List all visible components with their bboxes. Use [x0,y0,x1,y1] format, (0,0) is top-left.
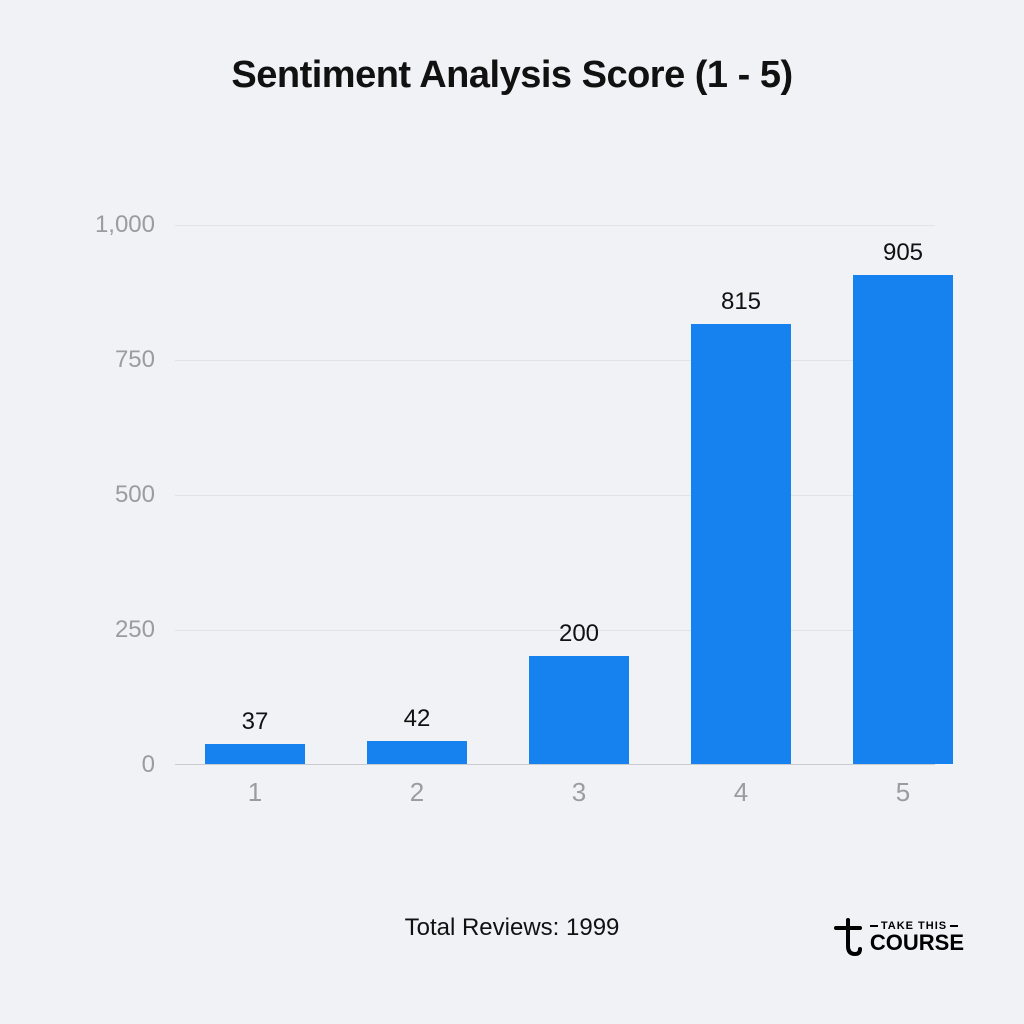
x-axis-tick: 4 [691,777,791,808]
x-axis-tick: 5 [853,777,953,808]
y-axis-tick: 500 [115,481,155,509]
y-axis-tick: 750 [115,346,155,374]
brand-logo: TAKE THIS COURSE [832,916,964,958]
grid-line [175,495,935,496]
bar-value-label: 905 [853,239,953,275]
x-axis-tick: 2 [367,777,467,808]
logo-icon [832,916,864,958]
bar: 42 [367,741,467,764]
plot-area: 02505007501,0003742200815905 [175,225,935,765]
y-axis-tick: 1,000 [95,211,155,239]
x-axis-tick: 1 [205,777,305,808]
grid-line [175,225,935,226]
bar: 905 [853,275,953,764]
bar-value-label: 42 [367,705,467,741]
logo-bottom-text: COURSE [870,932,964,954]
bar-chart: 02505007501,0003742200815905 12345 [175,225,935,790]
bar: 200 [529,656,629,764]
bar-value-label: 37 [205,708,305,744]
logo-text: TAKE THIS COURSE [870,921,964,954]
bar: 37 [205,744,305,764]
chart-title: Sentiment Analysis Score (1 - 5) [0,54,1024,97]
y-axis-tick: 0 [142,751,155,779]
x-axis-tick: 3 [529,777,629,808]
bar: 815 [691,324,791,764]
y-axis-tick: 250 [115,616,155,644]
bar-value-label: 815 [691,288,791,324]
bar-value-label: 200 [529,620,629,656]
grid-line [175,360,935,361]
